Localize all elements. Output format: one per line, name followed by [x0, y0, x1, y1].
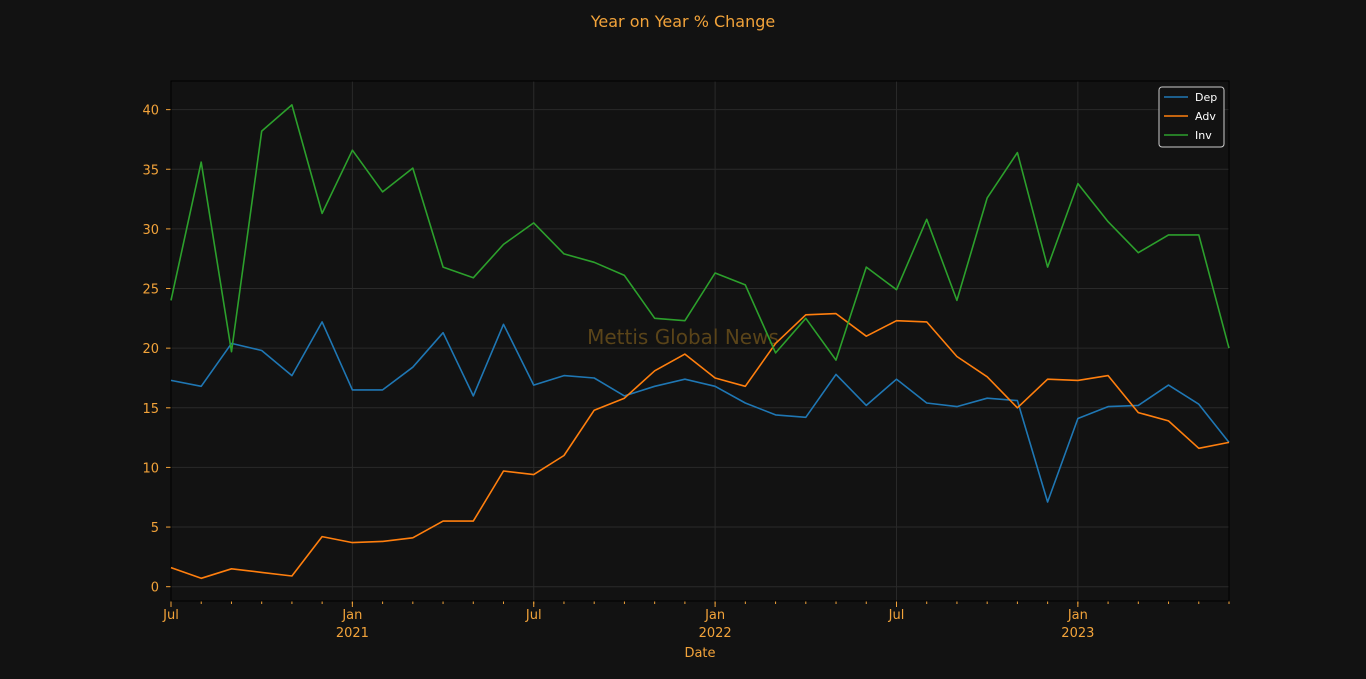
legend: Dep Adv Inv	[1158, 86, 1225, 148]
x-tick-year-label: 2023	[1061, 626, 1094, 641]
y-tick-label: 20	[142, 342, 159, 357]
x-tick-label: Jul	[162, 608, 179, 623]
y-tick-label: 30	[142, 223, 159, 238]
x-tick-label: Jan	[341, 608, 362, 623]
axes: 0 5 10 15 20 25 30 35 40 Jul Jan 2021 Jul Jan 2022 Jul J…	[142, 80, 1230, 641]
plot-area-border	[170, 80, 1230, 602]
series-line-inv	[170, 104, 1230, 361]
y-tick-label: 5	[151, 521, 159, 536]
legend-label: Dep	[1195, 91, 1217, 104]
x-tick-year-label: 2022	[699, 626, 732, 641]
series-line-adv	[170, 312, 1230, 580]
x-tick-label: Jan	[1067, 608, 1088, 623]
y-tick-label: 10	[142, 461, 159, 476]
y-tick-label: 0	[151, 581, 159, 596]
x-tick-label: Jul	[888, 608, 905, 623]
chart-title: Year on Year % Change	[590, 12, 775, 31]
x-axis-label: Date	[684, 646, 715, 661]
legend-box	[1158, 86, 1225, 148]
x-tick-year-label: 2021	[336, 626, 369, 641]
x-tick-label: Jan	[704, 608, 725, 623]
legend-label: Inv	[1195, 129, 1212, 142]
y-tick-label: 15	[142, 402, 159, 417]
x-tick-label: Jul	[525, 608, 542, 623]
series-line-dep	[170, 321, 1230, 503]
legend-label: Adv	[1195, 110, 1216, 123]
watermark: Mettis Global News	[587, 325, 779, 349]
y-tick-label: 25	[142, 283, 159, 298]
y-tick-label: 35	[142, 163, 159, 178]
series-lines	[170, 104, 1230, 580]
y-tick-label: 40	[142, 104, 159, 119]
